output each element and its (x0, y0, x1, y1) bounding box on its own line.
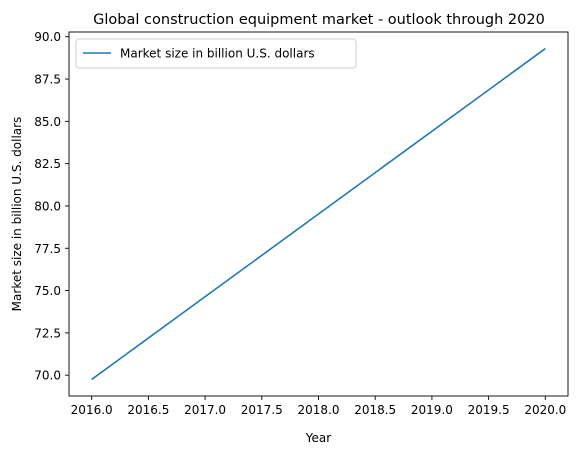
x-tick-label: 2019.0 (411, 403, 453, 417)
y-axis-ticks: 70.0 72.5 75.0 77.5 80.0 82.5 85.0 87.5 90.0 (34, 30, 69, 383)
legend: Market size in billion U.S. dollars (75, 38, 357, 69)
y-tick-label: 90.0 (34, 30, 61, 44)
x-axis-ticks: 2016.0 2016.5 2017.0 2017.5 2018.0 2018.5 2019… (71, 396, 566, 417)
series-line-0 (91, 47, 546, 381)
legend-box (75, 38, 357, 69)
y-tick-label: 70.0 (34, 369, 61, 383)
y-tick-label: 82.5 (34, 157, 61, 171)
y-tick-label: 72.5 (34, 326, 61, 340)
y-tick-label: 85.0 (34, 115, 61, 129)
series-layer (91, 47, 546, 381)
chart-title: Global construction equipment market - o… (93, 12, 545, 28)
y-axis-label: Market size in billion U.S. dollars (10, 117, 24, 312)
x-tick-label: 2018.0 (298, 403, 340, 417)
x-tick-label: 2017.5 (241, 403, 283, 417)
x-tick-label: 2020.0 (524, 403, 566, 417)
y-tick-label: 75.0 (34, 284, 61, 298)
x-tick-label: 2019.5 (468, 403, 510, 417)
y-tick-label: 77.5 (34, 242, 61, 256)
y-tick-label: 87.5 (34, 73, 61, 87)
x-tick-label: 2017.0 (184, 403, 226, 417)
y-tick-label: 80.0 (34, 199, 61, 213)
x-axis-label: Year (305, 431, 331, 445)
x-tick-label: 2016.0 (71, 403, 113, 417)
x-tick-label: 2016.5 (127, 403, 169, 417)
legend-label: Market size in billion U.S. dollars (120, 47, 315, 61)
x-tick-label: 2018.5 (354, 403, 396, 417)
